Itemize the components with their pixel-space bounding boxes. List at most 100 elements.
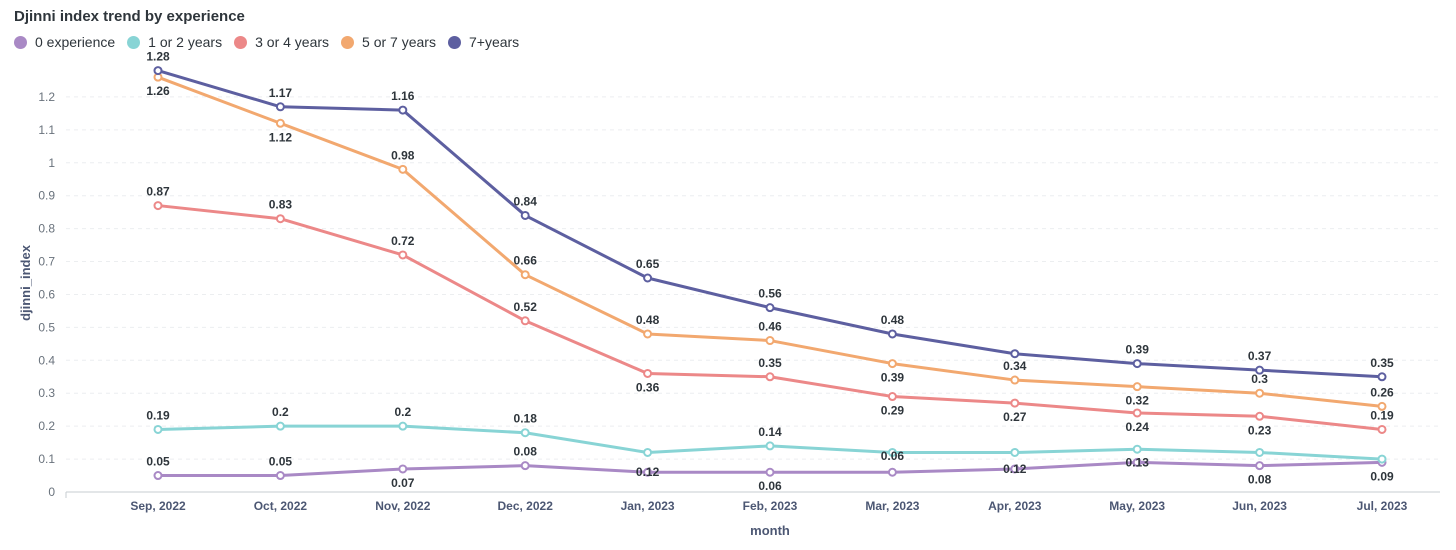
- data-label: 0.14: [758, 425, 782, 439]
- data-point[interactable]: [153, 471, 163, 481]
- legend-label: 7+years: [468, 34, 520, 50]
- x-tick-label: Sep, 2022: [130, 499, 186, 513]
- data-point[interactable]: [1010, 375, 1020, 385]
- data-point[interactable]: [765, 303, 775, 313]
- data-label: 0.35: [1370, 356, 1394, 370]
- data-point[interactable]: [275, 214, 285, 224]
- legend-item[interactable]: 1 or 2 years: [127, 34, 222, 50]
- data-point[interactable]: [1255, 388, 1265, 398]
- data-labels: 0.05 0.05 0.07 0.08 0.06 0.08 0.09 0.19 0.2 0.2 0.…: [146, 50, 1394, 494]
- data-point[interactable]: [887, 359, 897, 369]
- data-point[interactable]: [1010, 464, 1020, 474]
- data-label: 0.34: [1003, 359, 1027, 373]
- data-point[interactable]: [153, 201, 163, 211]
- data-label: 0.66: [514, 254, 538, 268]
- data-point[interactable]: [643, 329, 653, 339]
- y-tick-label: 0.3: [38, 386, 55, 400]
- data-point[interactable]: [1377, 454, 1387, 464]
- data-point[interactable]: [643, 447, 653, 457]
- data-point[interactable]: [520, 461, 530, 471]
- data-point[interactable]: [398, 250, 408, 260]
- data-point[interactable]: [765, 336, 775, 346]
- data-point[interactable]: [1255, 411, 1265, 421]
- data-point[interactable]: [520, 428, 530, 438]
- data-point[interactable]: [1132, 408, 1142, 418]
- data-label: 0.83: [269, 198, 293, 212]
- x-tick-label: Jul, 2023: [1357, 499, 1408, 513]
- y-tick-label: 0.4: [38, 353, 55, 367]
- data-label: 0.29: [881, 404, 905, 418]
- data-point[interactable]: [1255, 447, 1265, 457]
- data-point[interactable]: [1132, 382, 1142, 392]
- data-point[interactable]: [765, 441, 775, 451]
- data-label: 1.16: [391, 89, 415, 103]
- data-point[interactable]: [1132, 457, 1142, 467]
- data-point[interactable]: [398, 421, 408, 431]
- y-tick-label: 1.2: [38, 90, 55, 104]
- data-point[interactable]: [887, 447, 897, 457]
- data-point[interactable]: [275, 471, 285, 481]
- data-label: 0.56: [758, 287, 782, 301]
- data-point[interactable]: [643, 273, 653, 283]
- data-point[interactable]: [1010, 398, 1020, 408]
- series-4: [153, 66, 1387, 382]
- data-point[interactable]: [398, 464, 408, 474]
- data-label: 0.26: [1370, 385, 1394, 399]
- legend-item[interactable]: 0 experience: [14, 34, 115, 50]
- data-label: 0.05: [146, 455, 170, 469]
- data-label: 0.39: [1126, 343, 1150, 357]
- legend-swatch: [341, 35, 355, 49]
- data-label: 0.48: [636, 313, 660, 327]
- data-point[interactable]: [1010, 447, 1020, 457]
- data-point[interactable]: [643, 467, 653, 477]
- legend-item[interactable]: 7+years: [447, 34, 520, 50]
- legend-item[interactable]: 5 or 7 years: [341, 34, 436, 50]
- data-label: 0.2: [272, 405, 289, 419]
- data-point[interactable]: [1132, 359, 1142, 369]
- data-label: 0.72: [391, 234, 415, 248]
- data-label: 0.09: [1370, 469, 1394, 483]
- y-axis-label: djinni_index: [18, 244, 33, 321]
- data-point[interactable]: [398, 164, 408, 174]
- legend-label: 3 or 4 years: [255, 34, 330, 50]
- data-point[interactable]: [1377, 372, 1387, 382]
- data-point[interactable]: [153, 66, 163, 76]
- data-label: 0.08: [1248, 473, 1272, 487]
- series-1: [153, 421, 1387, 464]
- x-tick-label: Jan, 2023: [621, 499, 675, 513]
- data-point[interactable]: [520, 210, 530, 220]
- data-label: 0.12: [1003, 462, 1027, 476]
- x-tick-label: Oct, 2022: [254, 499, 308, 513]
- data-point[interactable]: [643, 368, 653, 378]
- data-point[interactable]: [275, 421, 285, 431]
- data-point[interactable]: [398, 105, 408, 115]
- data-point[interactable]: [153, 424, 163, 434]
- chart-title: Djinni index trend by experience: [14, 8, 245, 25]
- data-point[interactable]: [1377, 424, 1387, 434]
- data-point[interactable]: [520, 316, 530, 326]
- data-point[interactable]: [1255, 365, 1265, 375]
- data-point[interactable]: [275, 118, 285, 128]
- data-point[interactable]: [1377, 401, 1387, 411]
- series-0: [153, 457, 1387, 481]
- legend: 0 experience 1 or 2 years 3 or 4 years 5 or…: [14, 34, 531, 50]
- data-point[interactable]: [1010, 349, 1020, 359]
- data-label: 0.12: [636, 465, 660, 479]
- data-label: 0.84: [514, 194, 538, 208]
- data-point[interactable]: [1132, 444, 1142, 454]
- data-point[interactable]: [520, 270, 530, 280]
- data-point[interactable]: [887, 392, 897, 402]
- y-tick-label: 1.1: [38, 123, 55, 137]
- data-point[interactable]: [765, 372, 775, 382]
- data-point[interactable]: [275, 102, 285, 112]
- data-point[interactable]: [887, 329, 897, 339]
- data-point[interactable]: [1255, 461, 1265, 471]
- legend-item[interactable]: 3 or 4 years: [234, 34, 329, 50]
- data-label: 0.46: [758, 320, 782, 334]
- y-tick-label: 0.9: [38, 189, 55, 203]
- data-point[interactable]: [765, 467, 775, 477]
- y-tick-label: 0.7: [38, 255, 55, 269]
- data-point[interactable]: [887, 467, 897, 477]
- y-tick-label: 0.1: [38, 452, 55, 466]
